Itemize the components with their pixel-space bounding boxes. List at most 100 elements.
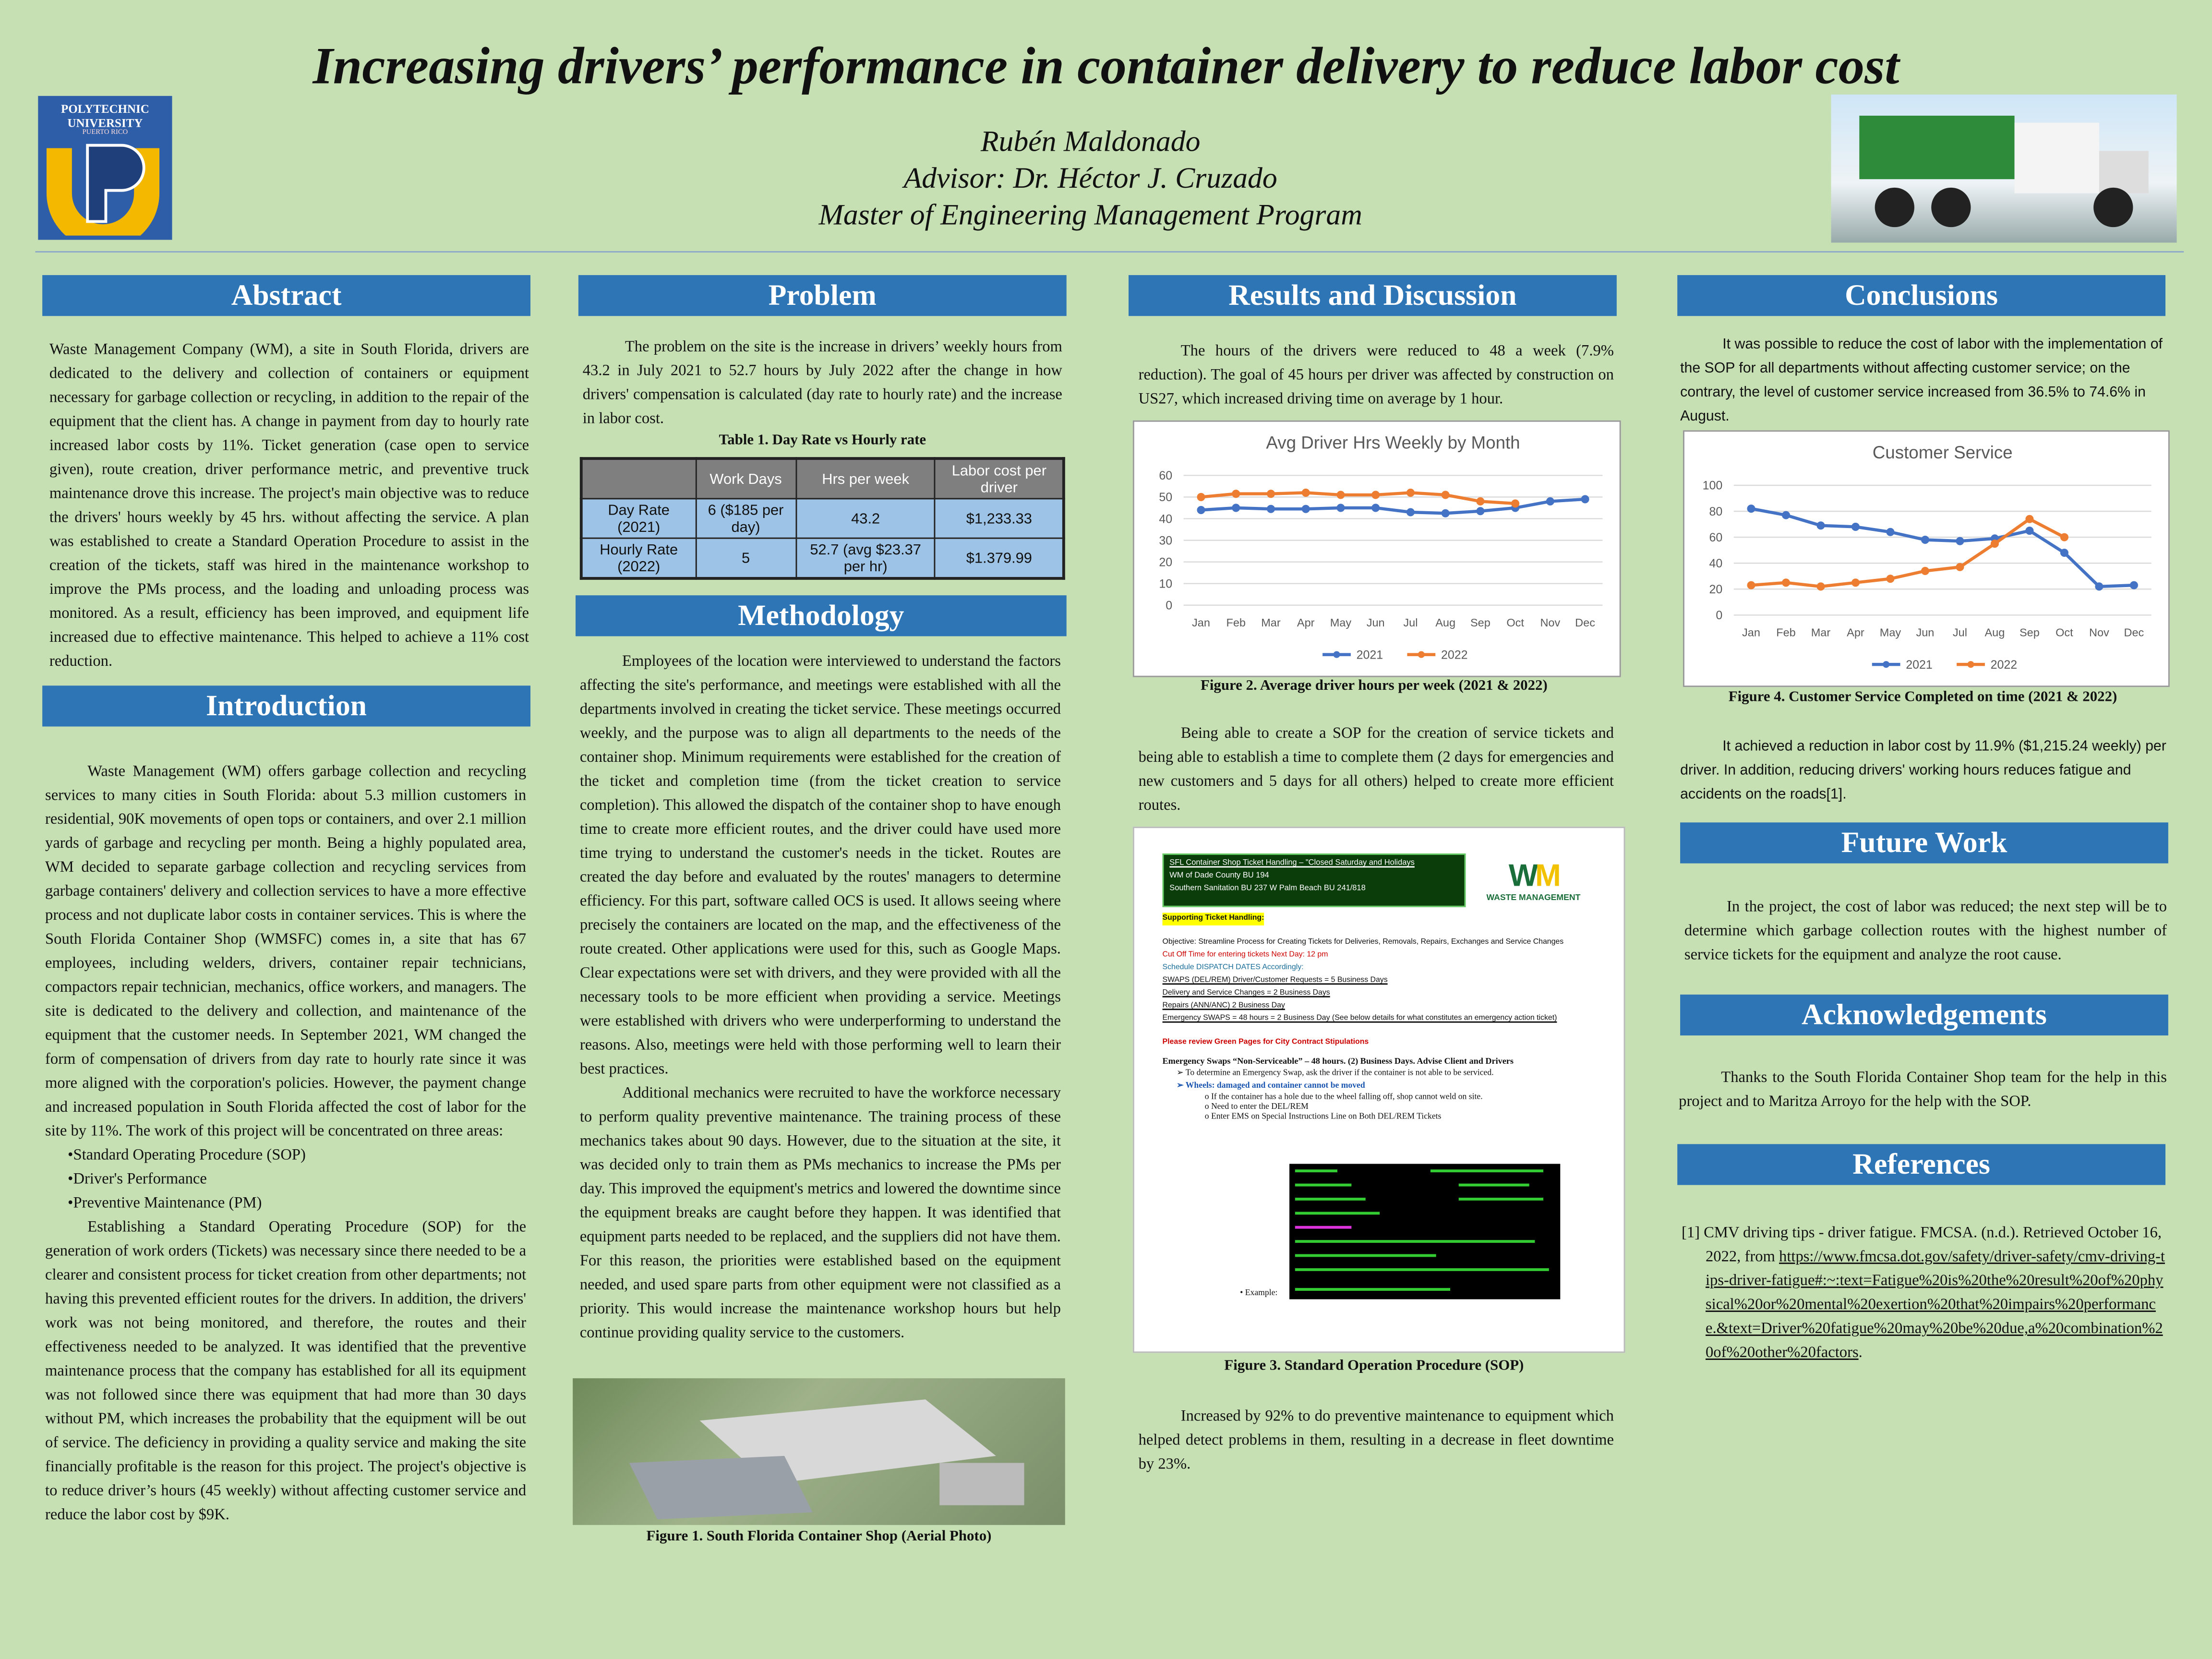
y-tick-label: 0	[1166, 599, 1172, 613]
point	[1266, 505, 1275, 513]
point	[1371, 504, 1380, 512]
reference-link[interactable]: https://www.fmcsa.dot.gov/safety/driver-…	[1705, 1248, 2165, 1361]
x-tick-label: Jan	[1192, 616, 1210, 629]
point	[1197, 493, 1205, 501]
truck-photo	[1831, 94, 2177, 243]
point	[1581, 495, 1589, 504]
table-cell: 43.2	[795, 498, 936, 539]
series-line	[1201, 491, 1515, 505]
point	[1921, 535, 1929, 544]
wm-logo: WM WASTE MANAGEMENT	[1470, 858, 1597, 906]
terminal-lines	[1295, 1169, 1549, 1291]
point	[1441, 491, 1450, 499]
x-tick-label: Jun	[1916, 626, 1935, 638]
point	[1747, 505, 1755, 513]
point	[2025, 527, 2034, 535]
table-cell: Hourly Rate (2022)	[580, 537, 697, 579]
point	[1747, 581, 1755, 589]
point	[1441, 509, 1450, 517]
paragraph: Waste Management (WM) offers garbage col…	[45, 763, 527, 1140]
sop-line: ➢ Wheels: damaged and container cannot b…	[1176, 1082, 1365, 1091]
paragraph: It achieved a reduction in labor cost by…	[1680, 739, 2166, 803]
point	[1886, 528, 1895, 536]
table-row: Day Rate (2021) 6 ($185 per day) 43.2 $1,23…	[580, 498, 1065, 539]
table-cell: $1.379.99	[934, 537, 1065, 579]
y-tick-label: 30	[1159, 534, 1172, 547]
sop-line: SFL Container Shop Ticket Handling – "Cl…	[1169, 859, 1415, 868]
results-text: Being able to create a SOP for the creat…	[1139, 722, 1614, 818]
x-tick-label: Oct	[2056, 626, 2073, 638]
point	[1851, 578, 1860, 587]
legend-marker	[1883, 661, 1890, 668]
point	[1886, 575, 1895, 583]
point	[1406, 488, 1415, 497]
logo: POLYTECHNIC UNIVERSITY PUERTO RICO	[38, 96, 172, 250]
point	[1921, 566, 1929, 575]
future-work-text: In the project, the cost of labor was re…	[1684, 896, 2167, 968]
paragraph: The hours of the drivers were reduced to…	[1138, 343, 1614, 408]
section-heading: Future Work	[1680, 822, 2168, 864]
sop-line: o Need to enter the DEL/REM	[1204, 1103, 1309, 1112]
conclusions-text: It was possible to reduce the cost of la…	[1680, 333, 2167, 429]
y-tick-label: 40	[1159, 512, 1172, 526]
sop-line: Southern Sanitation BU 237 W Palm Beach …	[1169, 884, 1366, 893]
program: Master of Engineering Management Program	[818, 197, 1362, 231]
section-heading: Introduction	[42, 685, 530, 727]
line-chart: Avg Driver Hrs Weekly by Month 0 10 20 30 40 5…	[1132, 420, 1621, 677]
sop-line: ➢ To determine an Emergency Swap, ask th…	[1176, 1069, 1494, 1078]
x-tick-label: Sep	[1470, 616, 1491, 629]
table-row: Hourly Rate (2022) 5 52.7 (avg $23.37 per …	[580, 537, 1065, 579]
legend-marker	[1418, 651, 1425, 658]
point	[2060, 549, 2068, 557]
y-tick-label: 40	[1709, 557, 1722, 570]
truck-drawing	[1859, 115, 2149, 228]
x-tick-label: Nov	[1540, 616, 1560, 629]
x-tick-label: Jun	[1367, 616, 1385, 629]
results-text: Increased by 92% to do preventive mainte…	[1139, 1405, 1614, 1477]
introduction-text: Waste Management (WM) offers garbage col…	[45, 760, 526, 1528]
sop-line: Please review Green Pages for City Contr…	[1162, 1038, 1369, 1047]
column-header	[580, 457, 697, 500]
x-tick-label: Aug	[1435, 616, 1455, 629]
series-line	[1751, 507, 2134, 589]
x-tick-label: Jul	[1953, 626, 1967, 638]
point	[1301, 488, 1310, 497]
section-heading: Results and Discussion	[1129, 275, 1617, 316]
point	[1232, 490, 1240, 498]
x-tick-label: Aug	[1985, 626, 2005, 638]
point	[1511, 499, 1520, 508]
table-cell: Day Rate (2021)	[580, 498, 697, 539]
paragraph: The problem on the site is the increase …	[582, 338, 1062, 428]
legend-marker	[1333, 651, 1340, 658]
y-tick-label: 0	[1716, 609, 1722, 622]
x-tick-label: Feb	[1226, 616, 1246, 629]
point	[1956, 537, 1964, 545]
y-tick-label: 80	[1709, 505, 1722, 518]
wm-text: WASTE MANAGEMENT	[1486, 894, 1581, 903]
reference-end: .	[1858, 1344, 1863, 1361]
chart-title: Customer Service	[1873, 443, 2013, 462]
author: Rubén Maldonado	[980, 124, 1201, 158]
sop-line: Supporting Ticket Handling:	[1162, 913, 1264, 926]
point	[1406, 508, 1415, 517]
methodology-text: Employees of the location were interview…	[580, 650, 1061, 1346]
point	[1476, 507, 1485, 516]
point	[2025, 515, 2034, 523]
point	[1371, 491, 1380, 499]
abstract-text: Waste Management Company (WM), a site in…	[49, 338, 529, 674]
reference-text: [1] CMV driving tips - driver fatigue. F…	[1682, 1224, 2162, 1266]
figure-caption: Figure 2. Average driver hours per week …	[1200, 678, 1548, 694]
section-heading: Abstract	[42, 275, 530, 316]
point	[1266, 490, 1275, 498]
sop-line: o If the container has a hole due to the…	[1204, 1093, 1483, 1102]
sop-line: Cut Off Time for entering tickets Next D…	[1162, 950, 1328, 960]
legend-label: 2021	[1357, 648, 1383, 661]
chart-title: Avg Driver Hrs Weekly by Month	[1266, 433, 1520, 453]
x-tick-label: Dec	[2124, 626, 2144, 638]
divider	[35, 251, 2184, 253]
point	[1232, 504, 1240, 512]
legend-label: 2022	[1991, 658, 2018, 672]
problem-text: The problem on the site is the increase …	[583, 336, 1062, 432]
x-tick-label: Apr	[1297, 616, 1315, 629]
point	[2129, 581, 2138, 589]
